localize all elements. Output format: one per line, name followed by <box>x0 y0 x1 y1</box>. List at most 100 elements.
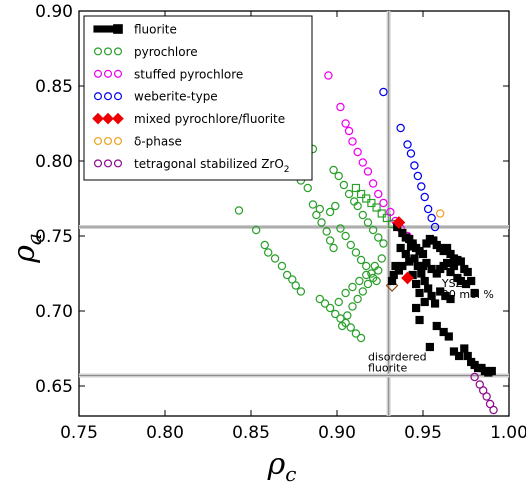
point-series-1-33 <box>346 240 355 250</box>
point-series-1-18 <box>325 236 335 245</box>
point-series-5-0 <box>436 209 445 218</box>
legend-marker-1-0 <box>93 47 103 56</box>
point-series-3-1 <box>396 123 405 133</box>
point-series-0-47 <box>449 261 459 271</box>
point-series-0-36 <box>387 276 397 286</box>
legend-label-2: stuffed pyrochlore <box>134 67 243 81</box>
point-series-0-54 <box>436 287 445 296</box>
legend-box <box>83 15 313 181</box>
point-series-1-2 <box>260 240 269 250</box>
annotation-disordered-1: fluorite <box>368 362 408 375</box>
annotation-disordered-0: disordered <box>368 351 427 364</box>
point-series-3-3 <box>406 149 416 158</box>
point-series-1-55 <box>363 279 373 289</box>
point-series-1-53 <box>353 294 362 304</box>
point-series-3-2 <box>403 140 412 149</box>
extra-marker-0-4 <box>372 203 381 212</box>
point-series-1-45 <box>358 210 367 220</box>
point-series-0-34 <box>391 261 400 271</box>
legend-label-3: weberite-type <box>134 90 218 104</box>
point-series-1-60 <box>348 282 357 292</box>
legend-marker-3-1 <box>103 92 113 101</box>
x-tick-label-2: 0.85 <box>232 423 270 443</box>
annotation-ysz-0: YSZ <box>441 277 464 290</box>
reference-lines <box>79 11 509 416</box>
point-series-2-0 <box>324 71 333 80</box>
legend-marker-6-0 <box>93 159 103 168</box>
point-series-0-22 <box>470 288 479 298</box>
point-series-4-0 <box>392 216 406 229</box>
legend-marker-4-0 <box>92 112 104 125</box>
point-series-1-34 <box>351 248 361 257</box>
point-series-0-41 <box>427 264 436 274</box>
point-series-0-73 <box>406 242 416 251</box>
point-series-3-9 <box>427 213 436 223</box>
point-series-1-14 <box>308 200 318 209</box>
point-series-2-3 <box>344 126 354 136</box>
point-series-1-63 <box>370 261 380 271</box>
y-tick-label-0: 0.65 <box>35 377 73 397</box>
point-series-0-71 <box>415 315 424 325</box>
point-series-2-10 <box>379 198 388 208</box>
point-series-1-22 <box>325 303 335 313</box>
point-series-1-44 <box>353 201 362 211</box>
x-axis-label: ρc <box>267 447 297 486</box>
x-tick-label-4: 0.95 <box>404 423 442 443</box>
point-series-1-20 <box>315 294 324 304</box>
legend-marker-6-1 <box>103 159 113 168</box>
legend-label-1: pyrochlore <box>134 45 198 59</box>
point-series-0-74 <box>396 243 405 253</box>
point-series-0-27 <box>424 284 433 293</box>
point-series-0-31 <box>405 257 414 266</box>
point-series-6-3 <box>482 392 491 401</box>
point-series-3-8 <box>423 204 433 214</box>
point-series-1-35 <box>356 255 366 265</box>
point-series-2-5 <box>353 147 362 157</box>
point-series-0-18 <box>456 257 465 266</box>
point-series-1-49 <box>379 239 388 248</box>
point-series-2-9 <box>374 189 383 199</box>
point-series-0-61 <box>455 351 464 361</box>
extra-marker-0-5 <box>377 209 386 218</box>
point-series-1-42 <box>344 189 354 199</box>
point-series-1-64 <box>377 254 386 263</box>
point-series-1-40 <box>334 171 343 181</box>
extra-marker-0-3 <box>367 198 376 208</box>
point-series-1-24 <box>336 314 345 323</box>
point-series-1-6 <box>282 270 292 280</box>
point-series-2-11 <box>386 207 395 217</box>
point-series-0-28 <box>427 291 436 301</box>
point-series-0-50 <box>461 279 471 289</box>
point-series-1-21 <box>320 299 330 308</box>
legend-label-sub-6: 2 <box>284 165 290 175</box>
point-series-0-51 <box>415 288 424 298</box>
point-series-1-19 <box>329 243 338 253</box>
point-series-1-5 <box>277 261 287 271</box>
point-series-1-3 <box>264 248 273 257</box>
point-series-0-38 <box>412 279 421 289</box>
point-series-0-59 <box>444 332 453 341</box>
y-tick-label-4: 0.85 <box>35 77 73 97</box>
point-series-1-59 <box>341 288 350 298</box>
point-series-3-10 <box>430 222 440 232</box>
point-series-0-53 <box>412 303 421 313</box>
data-marks <box>234 71 498 415</box>
x-tick-label-1: 0.80 <box>146 423 184 443</box>
extra-marker-0-0 <box>351 183 361 193</box>
point-series-1-28 <box>356 333 366 343</box>
point-series-1-31 <box>336 224 345 233</box>
point-series-3-5 <box>413 171 423 181</box>
point-series-1-46 <box>363 218 373 227</box>
legend-marker-0-3 <box>113 24 123 34</box>
point-series-0-7 <box>418 249 428 259</box>
legend-label-5: δ-phase <box>134 135 182 149</box>
point-series-1-50 <box>337 321 347 331</box>
point-series-2-7 <box>363 167 373 176</box>
point-series-1-51 <box>343 311 352 320</box>
extra-marker-0-1 <box>356 189 366 199</box>
point-series-0-58 <box>439 327 448 337</box>
point-series-3-7 <box>420 192 429 202</box>
point-series-1-66 <box>331 201 340 211</box>
